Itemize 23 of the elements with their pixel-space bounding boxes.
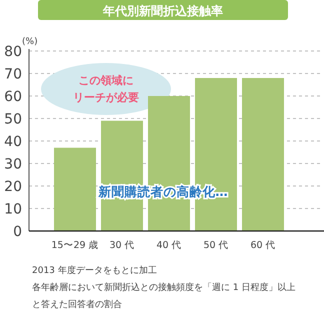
bar	[242, 78, 284, 231]
y-tick-label: 0	[13, 224, 22, 240]
y-axis-title: (%)	[22, 37, 38, 47]
x-tick-label: 15〜29 歳	[51, 239, 99, 251]
chart-title: 年代別新聞折込接触率	[102, 4, 223, 18]
bar	[54, 148, 96, 231]
x-tick-label: 30 代	[109, 240, 135, 251]
y-tick-label: 30	[4, 156, 22, 172]
text: 2013 年度データをもとに加工	[32, 265, 157, 276]
y-tick-label: 70	[4, 66, 22, 82]
y-tick-label: 20	[4, 179, 22, 195]
x-tick-label: 50 代	[203, 240, 229, 251]
y-tick-label: 40	[4, 134, 22, 150]
y-tick-label: 60	[4, 89, 22, 105]
annotation: リーチが必要	[73, 91, 139, 104]
text: 各年齢層において新聞折込との接触頻度を「週に 1 日程度」以上	[32, 282, 296, 293]
text: と答えた回答者の割合	[32, 299, 122, 310]
y-tick-label: 10	[4, 202, 22, 218]
x-tick-label: 60 代	[250, 240, 276, 251]
y-tick-label: 50	[4, 112, 22, 128]
y-tick-label: 80	[4, 44, 22, 60]
x-tick-label: 40 代	[156, 240, 182, 251]
annotation: この領域に	[78, 74, 134, 87]
